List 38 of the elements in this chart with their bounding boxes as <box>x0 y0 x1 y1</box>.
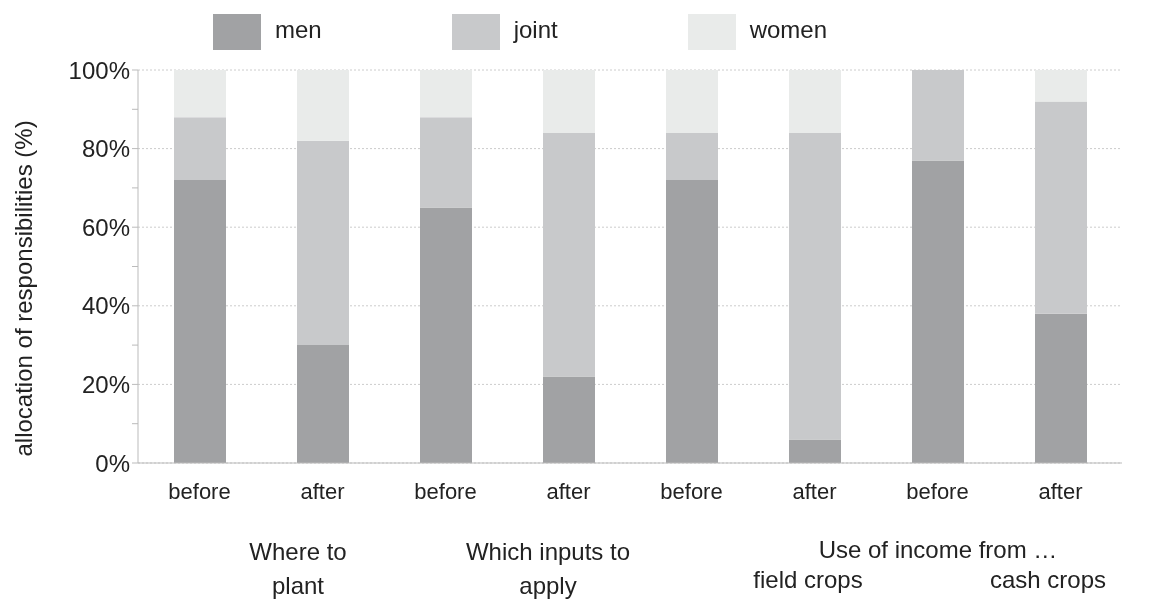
legend-label: men <box>274 16 322 44</box>
legend-label: joint <box>513 16 558 44</box>
text: Where to plant <box>248 537 348 601</box>
y-tick-label: 100% <box>68 56 130 84</box>
y-tick-label: 20% <box>81 370 130 398</box>
y-tick-label: 60% <box>81 213 130 241</box>
text: field crops <box>752 565 864 595</box>
bar <box>789 70 841 133</box>
x-tick-label: before <box>414 478 477 504</box>
y-tick-label: 80% <box>81 135 130 163</box>
bar <box>789 439 841 463</box>
text: Which inputs to apply <box>464 537 632 601</box>
bar <box>912 160 964 463</box>
x-tick-label: before <box>168 478 231 504</box>
bar <box>297 70 349 141</box>
bar <box>420 207 472 463</box>
bar <box>543 376 595 463</box>
y-tick-label: 0% <box>95 449 130 477</box>
bar <box>543 70 595 133</box>
bar <box>666 70 718 133</box>
bar <box>297 345 349 463</box>
text: cash crops <box>988 565 1108 595</box>
x-tick-label: before <box>660 478 723 504</box>
y-tick-label: 40% <box>81 292 130 320</box>
x-tick-label: after <box>546 478 591 504</box>
x-tick-label: after <box>300 478 345 504</box>
bar <box>666 180 718 463</box>
x-tick-label: before <box>906 478 969 504</box>
y-axis-title: allocation of responsibilities (%) <box>9 120 37 457</box>
x-tick-label: after <box>1038 478 1083 504</box>
x-tick-label: after <box>792 478 837 504</box>
text: Use of income from … <box>817 535 1059 565</box>
bar <box>1035 313 1087 463</box>
legend-label: women <box>749 16 828 44</box>
bar <box>174 180 226 463</box>
bar <box>1035 70 1087 102</box>
bar <box>174 70 226 118</box>
bar <box>420 70 472 118</box>
